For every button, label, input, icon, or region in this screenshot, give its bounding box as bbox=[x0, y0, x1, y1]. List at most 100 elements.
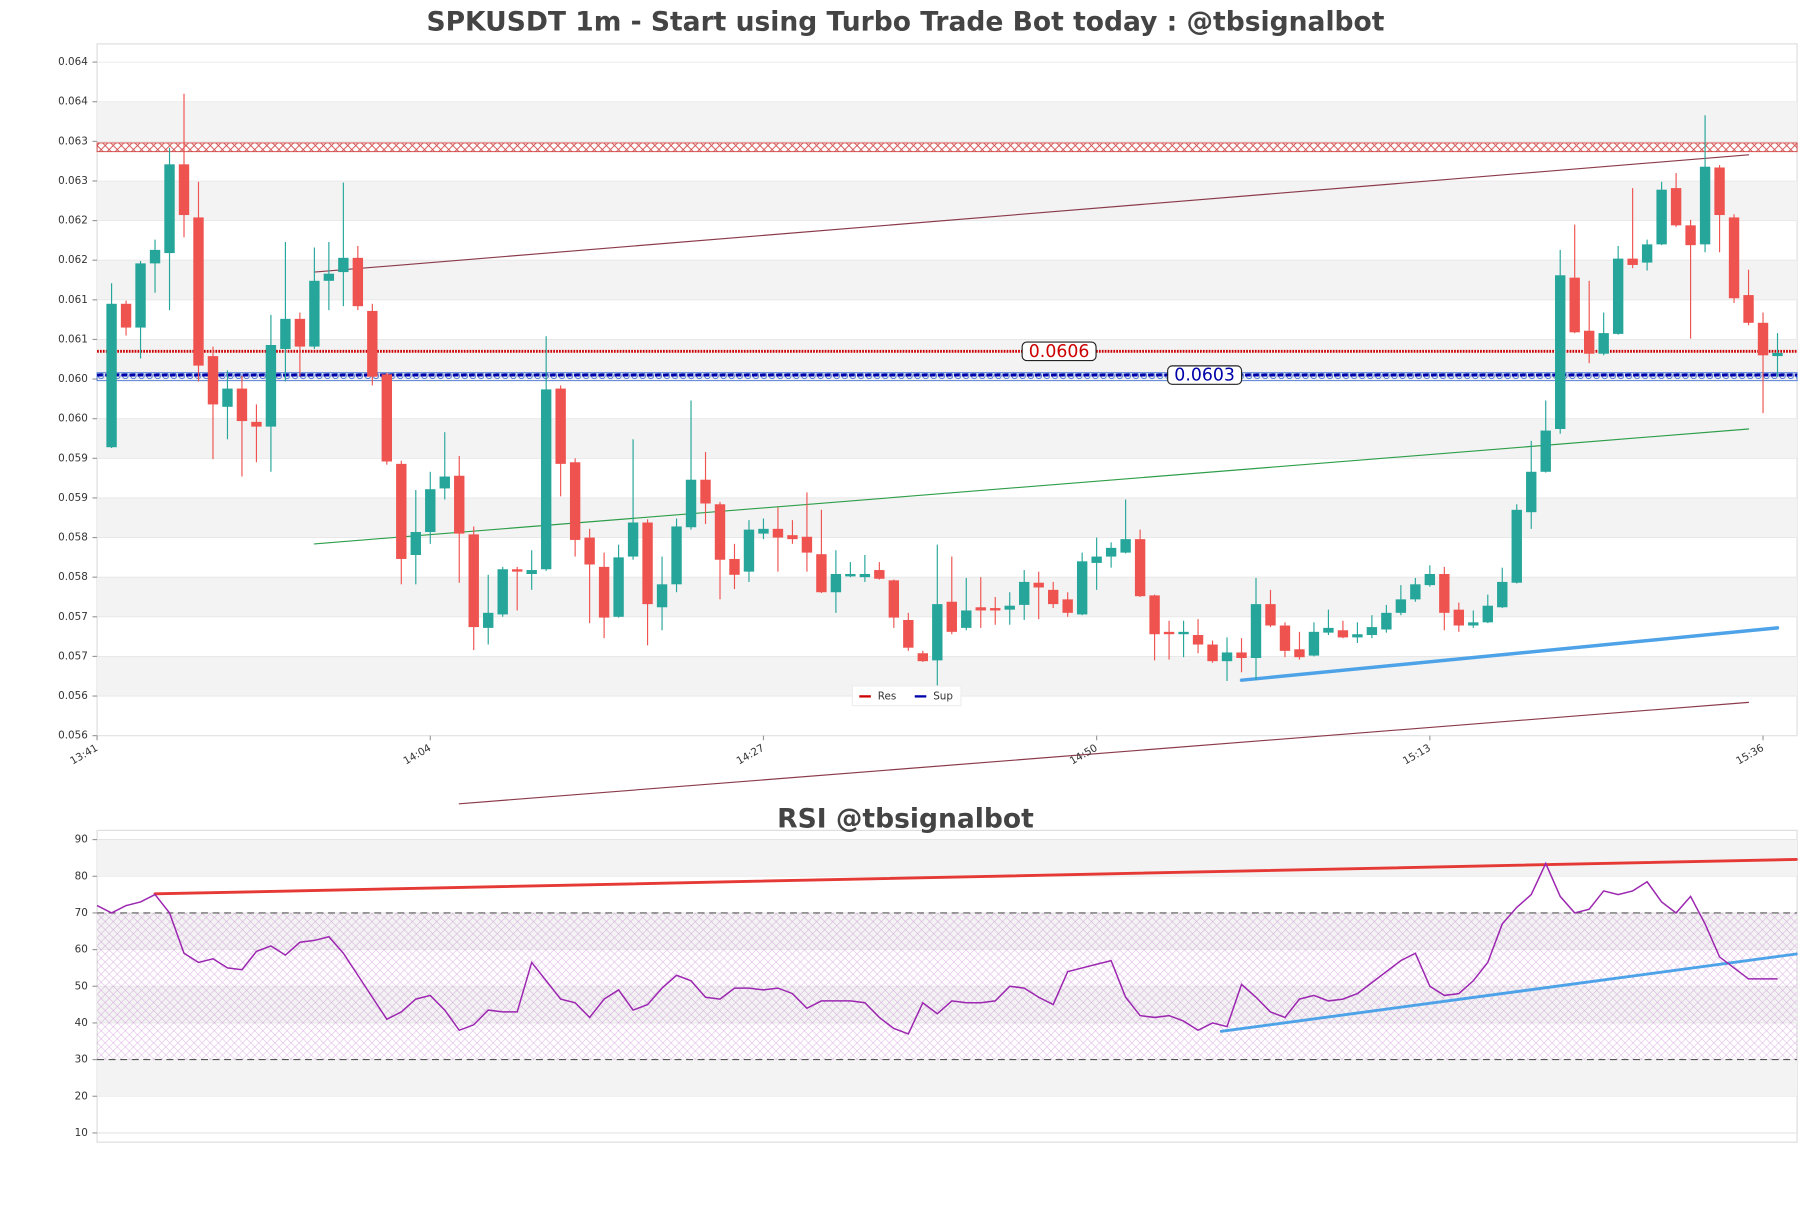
y-tick-label: 10 bbox=[75, 1127, 88, 1139]
trend-line bbox=[458, 701, 1750, 805]
candle-body bbox=[1192, 635, 1204, 645]
candle-body bbox=[309, 280, 320, 347]
candle-body bbox=[569, 462, 581, 540]
candle-body bbox=[1381, 612, 1392, 630]
candle-body bbox=[251, 421, 262, 427]
candle-body bbox=[845, 574, 856, 577]
y-tick-label: 50 bbox=[75, 980, 88, 992]
candle-body bbox=[1685, 225, 1696, 246]
candle-body bbox=[946, 601, 957, 632]
candle-body bbox=[1337, 630, 1349, 638]
trend-line bbox=[313, 154, 1750, 273]
rsi-title: RSI @tbsignalbot bbox=[777, 803, 1034, 834]
candle-body bbox=[656, 584, 668, 608]
level-label: 0.0603 bbox=[1174, 366, 1235, 386]
candle-body bbox=[1279, 625, 1291, 651]
candle-body bbox=[106, 303, 117, 448]
y-tick-label: 0.062 bbox=[58, 254, 88, 266]
candle-body bbox=[396, 463, 407, 559]
y-tick-label: 0.058 bbox=[58, 571, 88, 583]
y-tick-label: 30 bbox=[75, 1054, 88, 1066]
y-tick-label: 0.056 bbox=[58, 690, 88, 702]
candle-body bbox=[1526, 471, 1537, 513]
candle-body bbox=[555, 388, 566, 464]
rsi-line bbox=[96, 861, 1778, 1035]
y-tick-label: 0.060 bbox=[58, 373, 88, 385]
candle-body bbox=[1076, 561, 1088, 615]
candle-body bbox=[1598, 333, 1609, 354]
candle-body bbox=[627, 522, 639, 557]
candle-body bbox=[1308, 631, 1320, 656]
grid-band bbox=[97, 1059, 1798, 1097]
y-tick-label: 0.057 bbox=[58, 650, 88, 662]
candle-body bbox=[135, 263, 146, 328]
candle-body bbox=[511, 569, 523, 572]
candle-body bbox=[1540, 430, 1551, 472]
candle-body bbox=[1105, 547, 1117, 557]
y-tick-label: 70 bbox=[75, 907, 88, 919]
candle-body bbox=[1511, 509, 1522, 583]
candle-body bbox=[772, 528, 784, 538]
candle-body bbox=[1265, 604, 1276, 626]
candle-body bbox=[1627, 258, 1638, 265]
candle-body bbox=[917, 653, 929, 662]
candle-body bbox=[1583, 330, 1595, 354]
candle-body bbox=[975, 607, 986, 611]
candle-body bbox=[888, 580, 900, 618]
candle-body bbox=[1555, 275, 1566, 429]
candle-body bbox=[671, 526, 682, 585]
candle-body bbox=[280, 318, 291, 349]
zone bbox=[96, 142, 1798, 153]
grid-band bbox=[97, 497, 1798, 538]
level-label-box bbox=[1167, 365, 1243, 385]
candle-body bbox=[497, 569, 508, 615]
candle-body bbox=[816, 554, 827, 593]
candle-body bbox=[1482, 605, 1493, 623]
chart-title: SPKUSDT 1m - Start using Turbo Trade Bot… bbox=[426, 7, 1384, 38]
y-tick-label: 0.064 bbox=[58, 56, 88, 68]
candle-body bbox=[1410, 584, 1421, 600]
candle-body bbox=[961, 610, 972, 628]
candle-body bbox=[859, 574, 871, 578]
candle-body bbox=[540, 389, 552, 570]
candle-body bbox=[1757, 322, 1769, 356]
candle-body bbox=[1468, 622, 1479, 626]
trend-line bbox=[1219, 952, 1798, 1033]
grid-band bbox=[97, 260, 1798, 300]
candle-body bbox=[1047, 589, 1059, 605]
trend-line bbox=[1239, 626, 1780, 682]
x-tick-label: 15:13 bbox=[1401, 742, 1433, 767]
candle-body bbox=[830, 574, 842, 593]
y-tick-label: 0.059 bbox=[58, 452, 88, 464]
candle-body bbox=[338, 257, 349, 273]
candle-body bbox=[410, 532, 421, 555]
candle-body bbox=[613, 557, 624, 617]
candle-body bbox=[787, 535, 798, 540]
candle-body bbox=[483, 612, 494, 628]
candle-body bbox=[1366, 627, 1378, 636]
candle-body bbox=[222, 388, 233, 407]
candle-body bbox=[584, 537, 595, 565]
y-tick-label: 90 bbox=[75, 834, 88, 846]
x-tick-label: 15:36 bbox=[1734, 742, 1766, 767]
candle-body bbox=[714, 504, 726, 560]
grid-band bbox=[97, 839, 1798, 877]
candle-body bbox=[1207, 644, 1218, 662]
candle-body bbox=[801, 536, 813, 553]
y-tick-label: 0.061 bbox=[58, 333, 88, 345]
candle-body bbox=[903, 619, 914, 648]
candle-body bbox=[758, 528, 769, 534]
candle-body bbox=[1395, 599, 1407, 613]
candle-body bbox=[468, 534, 479, 628]
legend-box bbox=[851, 685, 962, 707]
candle-body bbox=[1743, 295, 1754, 323]
candle-body bbox=[164, 164, 175, 254]
candle-body bbox=[1163, 631, 1175, 635]
grid-band bbox=[97, 180, 1798, 221]
y-tick-label: 60 bbox=[75, 944, 88, 956]
candle-body bbox=[1714, 167, 1725, 216]
trend-line bbox=[153, 857, 1798, 896]
candle-body bbox=[932, 604, 943, 661]
y-tick-label: 0.062 bbox=[58, 215, 88, 227]
